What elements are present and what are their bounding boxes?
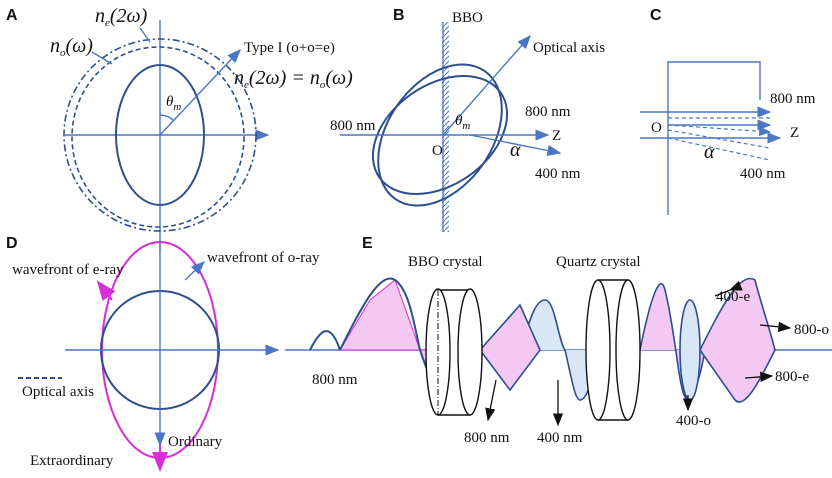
text: Optical axis: [533, 40, 605, 56]
text: 400-o: [676, 413, 711, 429]
panel-b: B BBO Optical axis 800 nm 800 nm Z O α 4…: [330, 7, 605, 232]
math-label: ne(2ω): [95, 5, 148, 29]
pointer: [92, 52, 112, 64]
text: wavefront of o-ray: [207, 250, 320, 266]
text: 800 nm: [525, 104, 571, 120]
panel-a: A ne(2ω) no(ω) Type I (o+o=e) ne(2ω) = n…: [6, 5, 353, 250]
panel-label: C: [650, 7, 662, 24]
panel-c: C 800 nm O Z α 400 nm: [640, 7, 816, 215]
math-label: no(ω): [50, 35, 93, 59]
panel-label: A: [6, 7, 18, 24]
panel-d: D wavefront of e-ray wavefront of o-ray …: [6, 235, 320, 470]
figure: A ne(2ω) no(ω) Type I (o+o=e) ne(2ω) = n…: [0, 0, 832, 478]
arc: [160, 115, 174, 121]
text: 800 nm: [770, 91, 816, 107]
arrow: [160, 50, 240, 135]
text: O: [432, 143, 443, 159]
text: 400 nm: [537, 430, 583, 446]
text: Type I (o+o=e): [244, 40, 335, 56]
panel-label: E: [362, 235, 373, 252]
panel-e: E BBO crystal Quartz crystal 800 nm 800 …: [285, 235, 832, 446]
panel-label: B: [393, 7, 405, 24]
text: Z: [552, 128, 561, 144]
crystal: [426, 289, 482, 415]
math-label: ne(2ω) = no(ω): [234, 67, 353, 91]
text: Ordinary: [168, 434, 223, 450]
text: Optical axis: [22, 384, 94, 400]
text: α: [704, 141, 715, 163]
text: 800-e: [775, 369, 809, 385]
text: BBO crystal: [408, 254, 483, 270]
math-label: θm: [455, 113, 470, 132]
panel-label: D: [6, 235, 18, 252]
text: Extraordinary: [30, 453, 114, 469]
crystal: [586, 280, 640, 420]
text: 400-e: [716, 289, 750, 305]
text: O: [651, 120, 662, 136]
text: 400 nm: [740, 166, 786, 182]
text: 800-o: [794, 322, 829, 338]
text: wavefront of e-ray: [12, 262, 124, 278]
text: 400 nm: [535, 166, 581, 182]
text: Quartz crystal: [556, 254, 641, 270]
text: α: [510, 139, 521, 161]
text: 800 nm: [312, 372, 358, 388]
text: 800 nm: [330, 118, 376, 134]
text: 800 nm: [464, 430, 510, 446]
text: Z: [790, 125, 799, 141]
text: BBO: [452, 10, 483, 26]
math-label: θm: [166, 94, 181, 113]
